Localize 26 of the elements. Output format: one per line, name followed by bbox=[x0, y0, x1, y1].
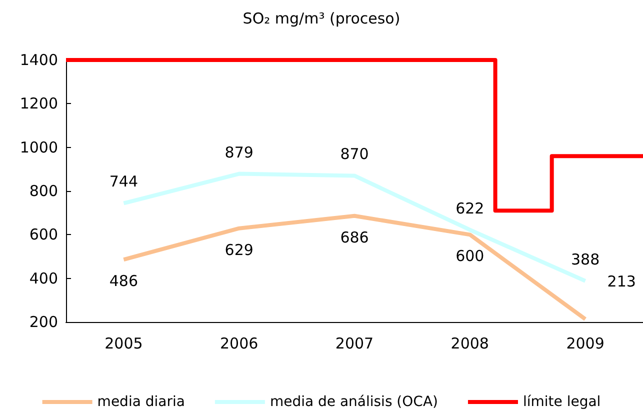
y-tick-label: 400 bbox=[29, 269, 58, 288]
data-label: 622 bbox=[456, 199, 484, 218]
data-label: 213 bbox=[607, 272, 636, 291]
legend-label: media diaria bbox=[97, 394, 185, 410]
y-tick-label: 1000 bbox=[20, 138, 58, 156]
data-label: 879 bbox=[224, 143, 254, 162]
y-tick-label: 1200 bbox=[20, 94, 58, 113]
data-label: 486 bbox=[109, 272, 138, 290]
data-label: 388 bbox=[570, 250, 600, 268]
x-tick-label: 2009 bbox=[566, 334, 604, 352]
data-label: 686 bbox=[340, 228, 369, 246]
y-tick-label: 800 bbox=[29, 182, 58, 200]
y-tick-label: 1400 bbox=[20, 51, 58, 69]
data-label: 870 bbox=[340, 145, 369, 164]
data-label: 744 bbox=[109, 172, 138, 191]
chart-title: SO₂ mg/m³ (proceso) bbox=[242, 10, 400, 28]
legend-label: límite legal bbox=[522, 394, 601, 410]
data-label: 629 bbox=[224, 240, 254, 259]
legend-label: media de análisis (OCA) bbox=[270, 394, 438, 410]
data-label: 600 bbox=[456, 247, 484, 266]
y-tick-label: 600 bbox=[29, 226, 58, 244]
y-tick-label: 200 bbox=[29, 313, 58, 331]
x-tick-label: 2007 bbox=[335, 334, 374, 352]
x-tick-label: 2008 bbox=[450, 334, 489, 352]
x-tick-label: 2005 bbox=[104, 334, 143, 352]
x-tick-label: 2006 bbox=[220, 334, 258, 352]
